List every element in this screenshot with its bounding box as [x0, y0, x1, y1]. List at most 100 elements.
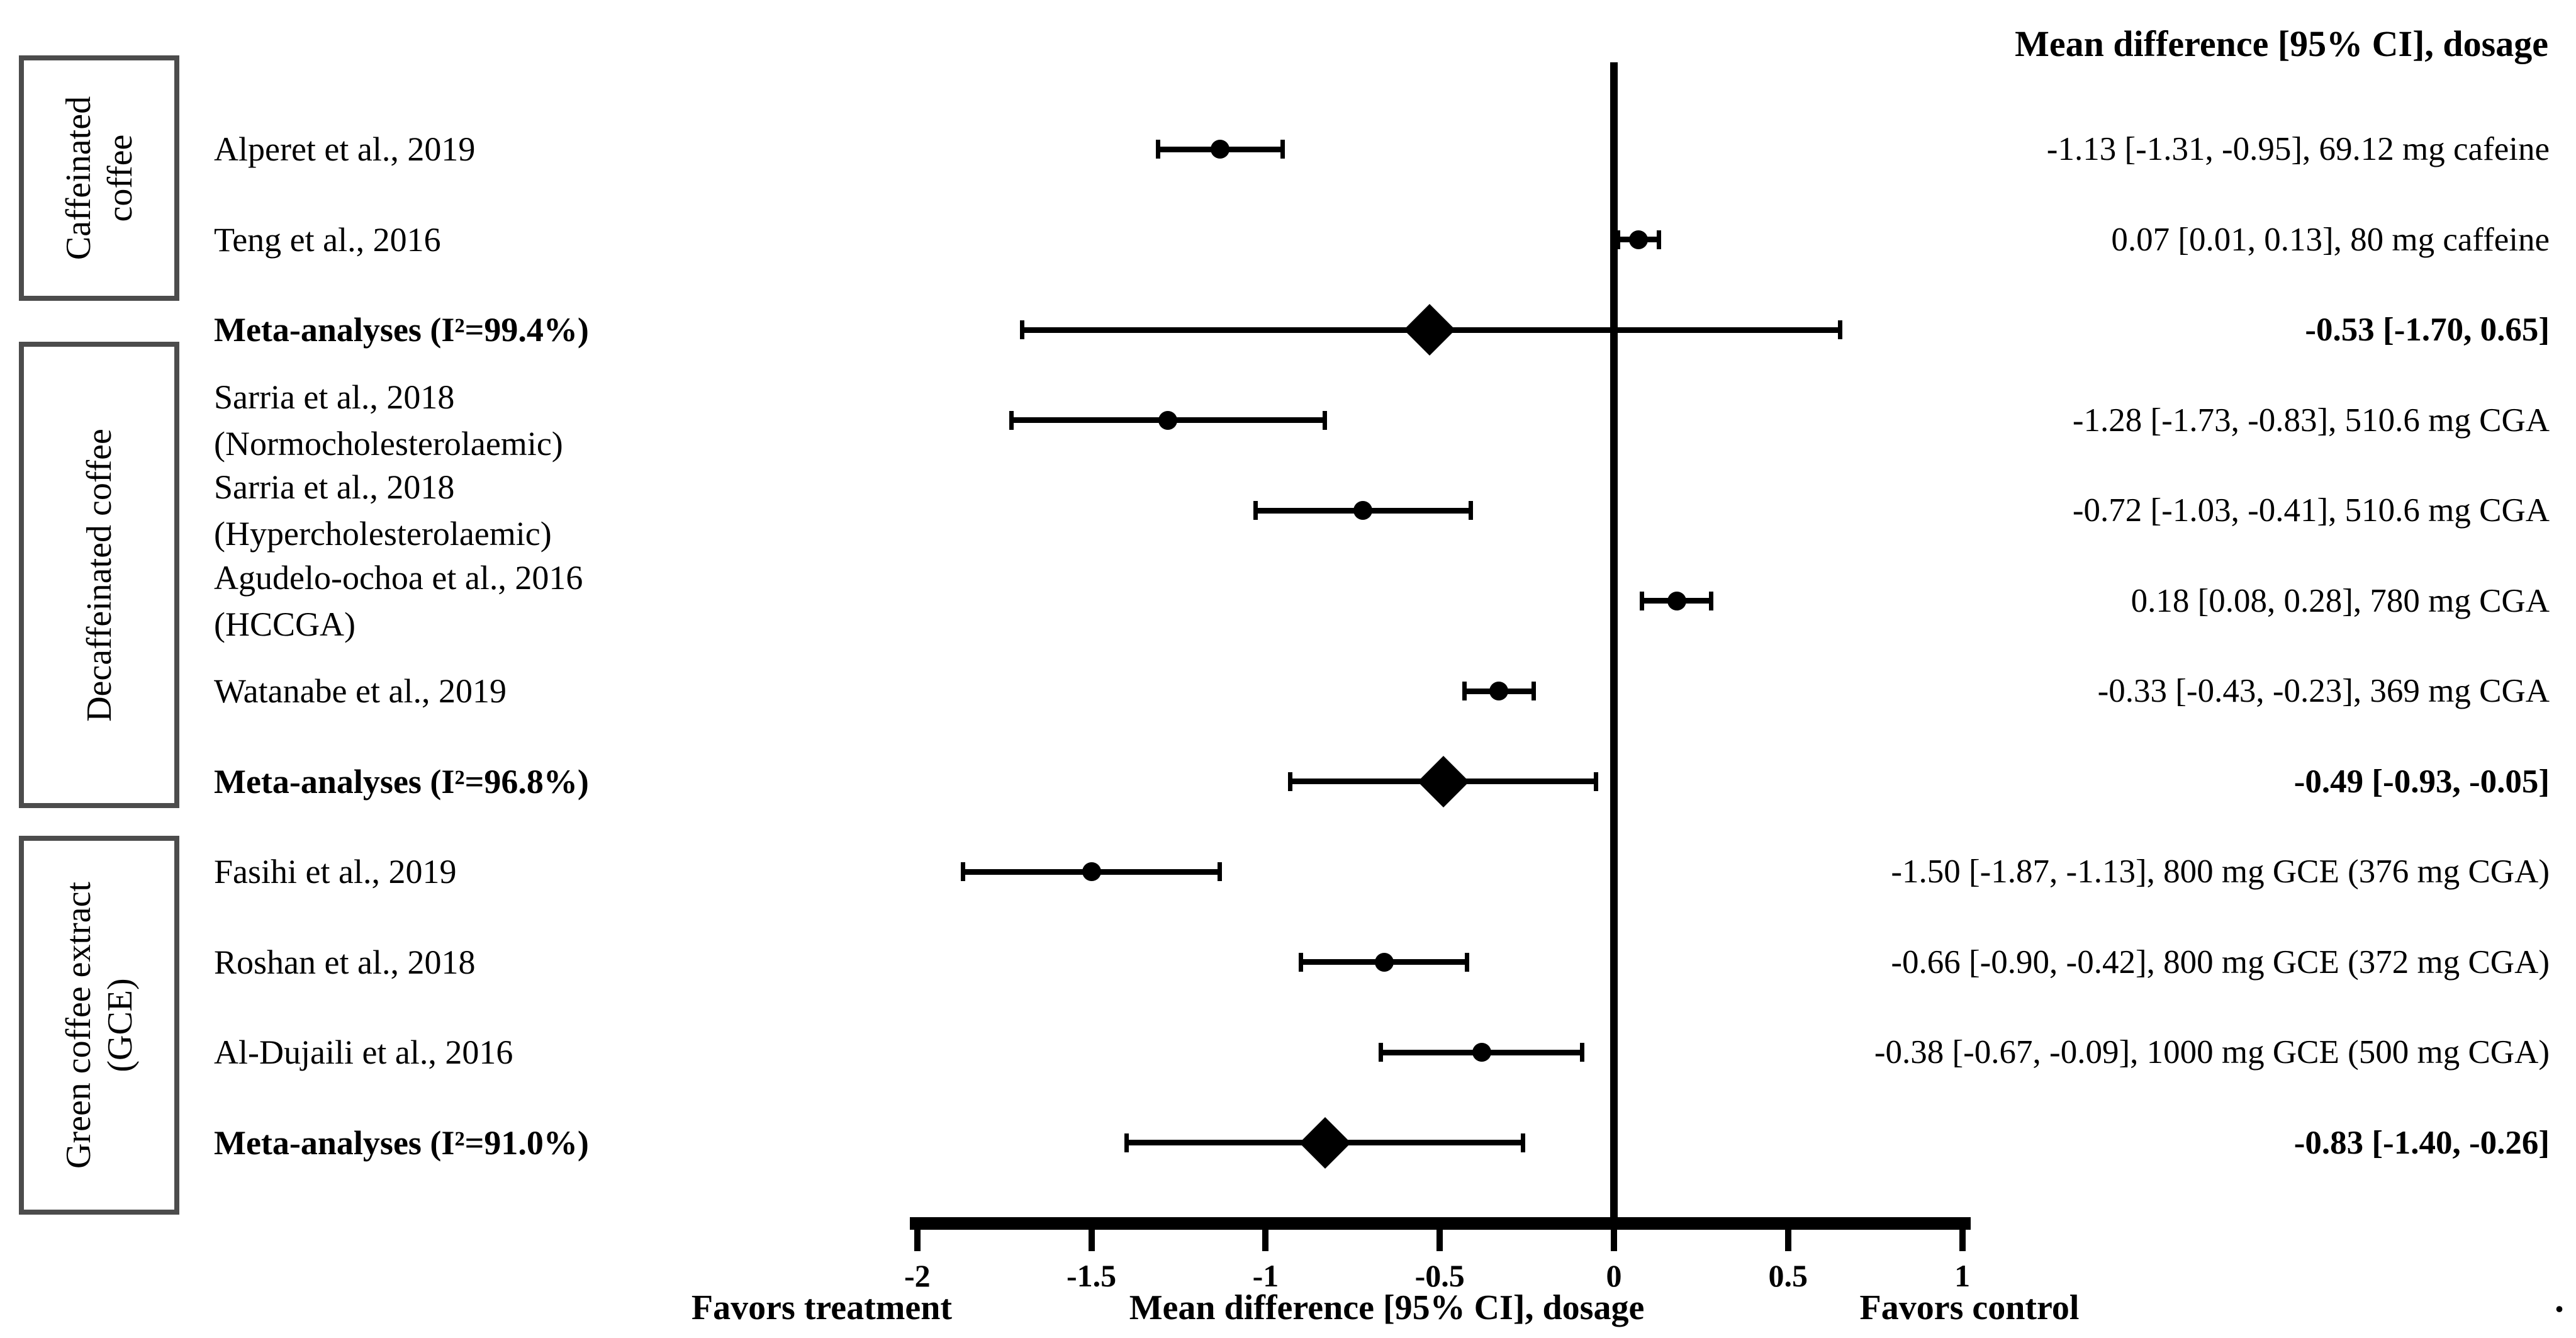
row-label-line: (HCCGA): [214, 605, 356, 643]
row-label: Watanabe et al., 2019: [214, 668, 507, 714]
row-annotation: -0.66 [-0.90, -0.42], 800 mg GCE (372 mg…: [1891, 943, 2550, 981]
group-box-gce: Green coffee extract (GCE): [19, 836, 179, 1215]
axis-tick-label: 1: [1954, 1258, 1971, 1293]
row-annotation: -0.38 [-0.67, -0.09], 1000 mg GCE (500 m…: [1874, 1034, 2550, 1071]
point-estimate-marker: [1472, 1043, 1491, 1062]
row-label: Alperet et al., 2019: [214, 126, 475, 172]
ci-cap-left: [1019, 320, 1024, 339]
point-estimate-marker: [1374, 952, 1394, 972]
ci-cap-left: [1253, 501, 1258, 520]
summary-diamond-marker: [1403, 303, 1455, 356]
axis-tick-label: 0: [1606, 1258, 1622, 1293]
row-label-line: Roshan et al., 2018: [214, 943, 476, 981]
group-box-caffeinated: Caffeinated coffee: [19, 55, 179, 301]
row-label-line: Teng et al., 2016: [214, 220, 441, 259]
axis-tick-label: -0.5: [1414, 1258, 1465, 1293]
group-box-decaffeinated: Decaffeinated coffee: [19, 342, 179, 808]
favors-treatment-label: Favors treatment: [691, 1288, 953, 1327]
group-label-line: Caffeinated: [59, 96, 98, 261]
axis-tick: [1436, 1230, 1443, 1251]
point-estimate-marker: [1082, 862, 1101, 881]
zero-reference-line: [1610, 62, 1618, 1230]
group-label-caffeinated: Caffeinated coffee: [58, 96, 141, 260]
row-annotation: -0.53 [-1.70, 0.65]: [2305, 312, 2550, 348]
row-label-line: Sarria et al., 2018: [214, 468, 455, 506]
axis-tick: [1088, 1230, 1095, 1251]
ci-cap-right: [1218, 862, 1223, 881]
axis-tick: [1784, 1230, 1791, 1251]
row-annotation: 0.18 [0.08, 0.28], 780 mg CGA: [2131, 582, 2550, 619]
row-annotation: -0.72 [-1.03, -0.41], 510.6 mg CGA: [2072, 492, 2550, 529]
ci-cap-right: [1580, 1043, 1585, 1062]
axis-tick: [914, 1230, 921, 1251]
axis-tick-label: -1: [1252, 1258, 1279, 1293]
axis-tick-label: -2: [904, 1258, 931, 1293]
row-annotation: -1.13 [-1.31, -0.95], 69.12 mg cafeine: [2046, 131, 2550, 167]
ci-cap-right: [1531, 682, 1536, 700]
ci-cap-right: [1465, 952, 1470, 972]
row-label: Roshan et al., 2018: [214, 939, 475, 986]
ci-cap-left: [1009, 410, 1014, 430]
group-label-line: coffee: [100, 134, 140, 222]
ci-cap-left: [1298, 952, 1303, 972]
row-label-line: Agudelo-ochoa et al., 2016: [214, 558, 583, 597]
group-label-gce: Green coffee extract (GCE): [58, 882, 141, 1169]
row-label: Al-Dujaili et al., 2016: [214, 1029, 513, 1076]
ci-cap-left: [1155, 140, 1160, 159]
row-label: Meta-analyses (I²=99.4%): [214, 306, 589, 353]
favors-control-label: Favors control: [1859, 1288, 2080, 1327]
point-estimate-marker: [1158, 410, 1178, 430]
group-label-decaffeinated: Decaffeinated coffee: [79, 429, 120, 722]
row-label: Teng et al., 2016: [214, 216, 441, 263]
row-label-line: (Hypercholesterolaemic): [214, 515, 552, 553]
row-label-line: Sarria et al., 2018: [214, 378, 455, 416]
summary-diamond-marker: [1299, 1116, 1351, 1169]
point-estimate-marker: [1353, 501, 1373, 520]
point-estimate-marker: [1667, 591, 1686, 610]
ci-cap-right: [1594, 772, 1599, 791]
row-label-line: Al-Dujaili et al., 2016: [214, 1033, 513, 1071]
group-label-line: Green coffee extract: [59, 882, 98, 1169]
row-label-line: Watanabe et al., 2019: [214, 672, 507, 710]
ci-cap-left: [1379, 1043, 1384, 1062]
ci-cap-right: [1521, 1133, 1526, 1152]
row-label-line: Fasihi et al., 2019: [214, 853, 457, 891]
ci-cap-left: [1615, 230, 1620, 249]
row-label: Meta-analyses (I²=96.8%): [214, 758, 589, 805]
ci-cap-left: [1640, 591, 1645, 610]
ci-cap-right: [1469, 501, 1474, 520]
row-annotation: -0.83 [-1.40, -0.26]: [2293, 1124, 2550, 1161]
ci-cap-left: [1462, 682, 1467, 700]
point-estimate-marker: [1628, 230, 1648, 249]
ci-cap-right: [1837, 320, 1842, 339]
row-label-line: Meta-analyses (I²=91.0%): [214, 1123, 589, 1162]
row-label-line: Alperet et al., 2019: [214, 130, 476, 168]
x-axis-title: Mean difference [95% CI], dosage: [1129, 1288, 1645, 1327]
trailing-period: .: [2555, 1278, 2564, 1320]
row-annotation: 0.07 [0.01, 0.13], 80 mg caffeine: [2111, 221, 2550, 258]
row-annotation: -0.33 [-0.43, -0.23], 369 mg CGA: [2097, 673, 2550, 709]
ci-cap-right: [1280, 140, 1285, 159]
row-annotation: -1.50 [-1.87, -1.13], 800 mg GCE (376 mg…: [1891, 853, 2550, 890]
axis-tick: [1959, 1230, 1966, 1251]
ci-cap-right: [1322, 410, 1327, 430]
ci-cap-right: [1709, 591, 1713, 610]
axis-tick: [1611, 1230, 1617, 1251]
row-label: Agudelo-ochoa et al., 2016 (HCCGA): [214, 554, 583, 648]
point-estimate-marker: [1489, 682, 1509, 700]
row-label: Sarria et al., 2018 (Normocholesterolaemi…: [214, 374, 563, 467]
point-estimate-marker: [1211, 140, 1230, 159]
x-axis-line: [910, 1217, 1971, 1230]
axis-tick-label: 0.5: [1768, 1258, 1808, 1293]
row-annotation: -0.49 [-0.93, -0.05]: [2293, 763, 2550, 800]
row-label-line: Meta-analyses (I²=99.4%): [214, 311, 589, 349]
ci-cap-left: [960, 862, 965, 881]
axis-tick: [1262, 1230, 1269, 1251]
row-label: Fasihi et al., 2019: [214, 848, 456, 895]
row-label: Meta-analyses (I²=91.0%): [214, 1120, 589, 1166]
ci-cap-right: [1656, 230, 1661, 249]
ci-cap-left: [1124, 1133, 1129, 1152]
row-label-line: Meta-analyses (I²=96.8%): [214, 762, 589, 801]
column-header: Mean difference [95% CI], dosage: [2015, 23, 2548, 64]
